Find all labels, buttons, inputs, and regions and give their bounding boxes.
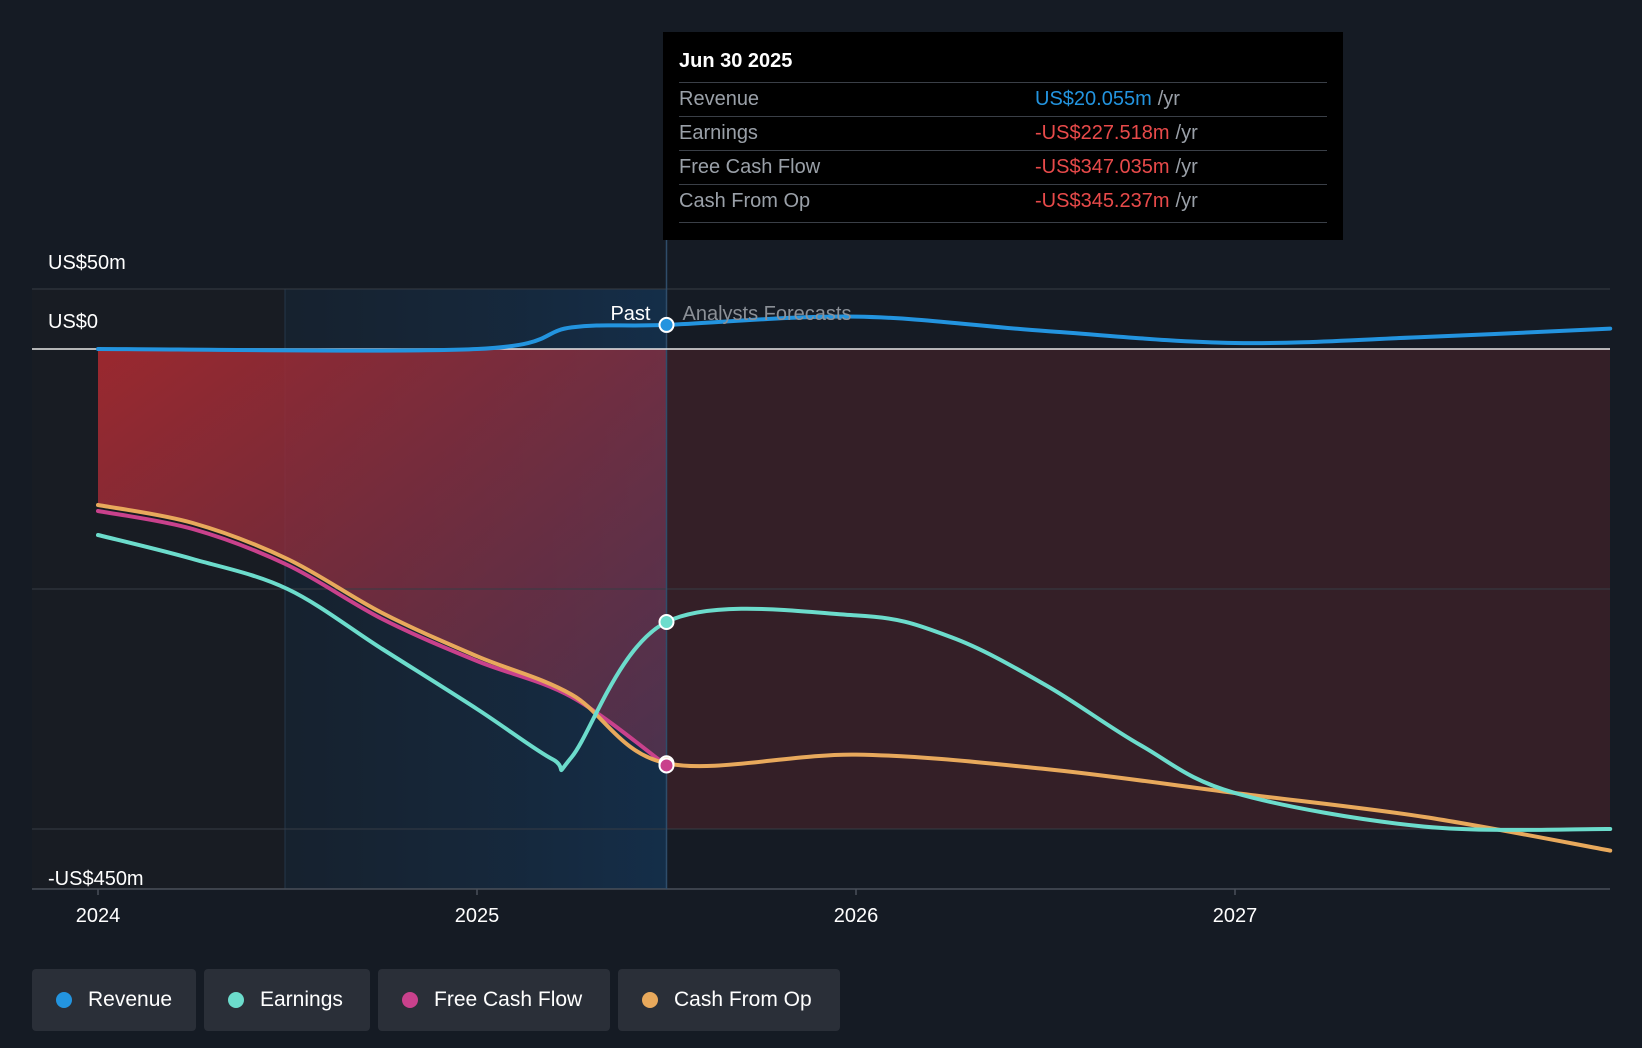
legend-item-cash-from-op[interactable]: Cash From Op (618, 969, 840, 1031)
y-axis-label: -US$450m (48, 868, 144, 890)
series-line-earnings (96, 533, 1613, 832)
legend-dot-icon (56, 992, 72, 1008)
legend-dot-icon (402, 992, 418, 1008)
tooltip-row-revenue: Revenue US$20.055m/yr (679, 82, 1327, 117)
legend-dot-icon (642, 992, 658, 1008)
chart: US$50m US$0 -US$450m 2024 2025 2026 2027 Past An… (32, 240, 1613, 927)
tooltip-value-unit: /yr (1175, 156, 1198, 178)
tooltip: Jun 30 2025 Revenue US$20.055m/yr Earnin… (663, 32, 1343, 240)
tooltip-value-number: -US$227.518m (1035, 122, 1170, 144)
y-axis-label: US$50m (48, 252, 126, 274)
past-label: Past (610, 303, 650, 325)
marker-revenue (658, 316, 675, 333)
legend-label: Free Cash Flow (434, 988, 583, 1011)
legend-label: Revenue (88, 988, 173, 1011)
series-line-free-cash-flow (96, 509, 669, 768)
tooltip-row-name: Earnings (679, 122, 758, 144)
tooltip-date: Jun 30 2025 (679, 50, 793, 72)
tooltip-value-unit: /yr (1175, 190, 1198, 212)
legend-item-earnings[interactable]: Earnings (204, 969, 370, 1031)
series-line-revenue (96, 314, 1613, 353)
legend-label: Earnings (260, 988, 343, 1011)
forecast-label: Analysts Forecasts (683, 303, 852, 325)
legend-label: Cash From Op (674, 988, 812, 1011)
x-tick-label: 2027 (1213, 905, 1258, 927)
tooltip-divider (679, 222, 1327, 223)
x-tick-label: 2024 (76, 905, 121, 927)
tooltip-value-unit: /yr (1175, 122, 1198, 144)
legend-item-revenue[interactable]: Revenue (32, 969, 196, 1031)
marker-free-cash-flow (658, 757, 675, 774)
tooltip-row-value: -US$227.518m/yr (1035, 122, 1198, 145)
past-negative-area (98, 349, 667, 764)
tooltip-row-earnings: Earnings -US$227.518m/yr (679, 116, 1327, 151)
tooltip-row-value: -US$347.035m/yr (1035, 156, 1198, 179)
tooltip-value-number: -US$345.237m (1035, 190, 1170, 212)
legend-item-free-cash-flow[interactable]: Free Cash Flow (378, 969, 610, 1031)
x-tick-label: 2026 (834, 905, 879, 927)
tooltip-value-unit: /yr (1157, 88, 1180, 110)
x-tick-label: 2025 (455, 905, 500, 927)
tooltip-row-cash-from-op: Cash From Op -US$345.237m/yr (679, 184, 1327, 219)
tooltip-row-name: Revenue (679, 88, 760, 110)
legend-dot-icon (228, 992, 244, 1008)
y-axis-label: US$0 (48, 311, 98, 333)
tooltip-row-value: US$20.055m/yr (1035, 88, 1180, 111)
tooltip-row-name: Free Cash Flow (679, 156, 821, 178)
tooltip-value-number: -US$347.035m (1035, 156, 1170, 178)
tooltip-value-number: US$20.055m (1035, 88, 1152, 110)
marker-earnings (658, 614, 675, 631)
tooltip-row-free-cash-flow: Free Cash Flow -US$347.035m/yr (679, 150, 1327, 185)
tooltip-row-name: Cash From Op (679, 190, 811, 212)
tooltip-row-value: -US$345.237m/yr (1035, 190, 1198, 213)
